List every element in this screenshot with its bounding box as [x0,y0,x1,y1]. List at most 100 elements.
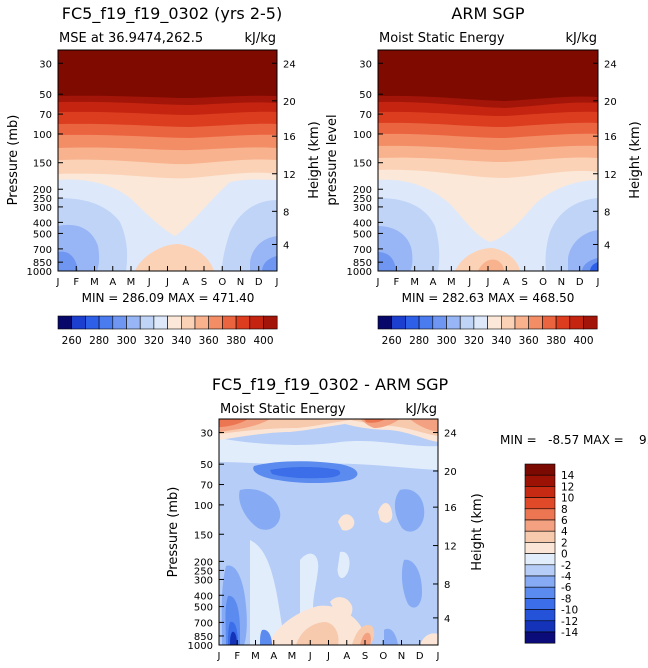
pressure-tick-label: 700 [353,245,372,256]
panel-model-title: FC5_f19_f19_0302 (yrs 2-5) [62,4,282,24]
colorbar-label: 300 [436,335,456,347]
month-tick-label: J [275,277,279,288]
panel-diff: FC5_f19_f19_0302 - ARM SGP Moist Static … [166,375,648,662]
month-tick-label: J [436,651,440,662]
pressure-tick-label: 250 [353,194,372,205]
month-tick-label: F [234,651,240,662]
colorbar-label: 360 [199,335,219,347]
height-tick-label: 24 [283,59,296,70]
pressure-tick-label: 50 [200,460,213,471]
colorbar-swatch [405,315,420,330]
colorbar-label: 400 [573,335,593,347]
height-tick-label: 16 [283,132,296,143]
colorbar-swatch [222,315,237,330]
colorbar-swatch [528,315,543,330]
colorbar-swatch [514,315,529,330]
height-tick-label: 12 [444,542,457,553]
colorbar-swatch [524,463,556,476]
colorbar-label: 14 [561,470,575,482]
colorbar-swatch [524,497,556,510]
colorbar-label: 340 [491,335,511,347]
panel-obs-stats: MIN = 282.63 MAX = 468.50 [402,291,575,305]
colorbar-swatch [524,519,556,532]
month-tick-label: A [503,277,510,288]
pressure-tick-label: 30 [359,59,372,70]
panel-obs-ylabel-right: Height (km) [628,121,643,198]
month-tick-label: M [251,651,260,662]
panel-model-stats: MIN = 286.09 MAX = 471.40 [82,291,255,305]
pressure-tick-label: 500 [353,229,372,240]
month-tick-label: M [447,277,456,288]
panel-model-subtitle: MSE at 36.9474,262.5 [59,31,203,46]
colorbar-label: 380 [226,335,246,347]
colorbar-swatch [524,598,556,610]
colorbar-swatch [500,315,516,330]
colorbar-label: 380 [546,335,566,347]
colorbar-swatch [377,315,392,330]
colorbar-label: 280 [89,335,109,347]
colorbar-swatch [263,315,278,330]
colorbar-label: 280 [409,335,429,347]
colorbar-swatch [524,530,556,543]
month-tick-label: J [56,277,60,288]
pressure-tick-label: 400 [194,591,213,602]
month-tick-label: A [343,651,350,662]
colorbar-swatch [487,315,502,330]
month-tick-label: J [326,651,330,662]
month-tick-label: M [127,277,136,288]
colorbar-label: 400 [253,335,273,347]
pressure-tick-label: 150 [194,530,213,541]
height-tick-label: 20 [444,467,457,478]
month-tick-label: A [430,277,437,288]
panel-obs: ARM SGP Moist Static Energy kJ/kg pressu [325,4,643,347]
colorbar-swatch [194,315,209,330]
colorbar-swatch [524,631,556,644]
month-tick-label: N [558,277,565,288]
colorbar-swatch [208,315,223,330]
panel-model-units: kJ/kg [244,31,276,46]
height-tick-label: 20 [283,97,296,108]
month-tick-label: S [521,277,527,288]
month-tick-label: J [596,277,600,288]
height-tick-label: 8 [444,580,450,591]
month-tick-label: J [165,277,169,288]
panel-diff-ylabel: Pressure (mb) [166,487,181,578]
height-tick-label: 4 [604,240,610,251]
month-tick-label: D [576,277,584,288]
month-tick-label: J [308,651,312,662]
colorbar-label: -2 [561,560,571,572]
pressure-tick-label: 250 [33,194,52,205]
pressure-tick-label: 400 [353,218,372,229]
height-tick-label: 24 [444,429,457,440]
colorbar-swatch [524,474,556,487]
colorbar-swatch [569,315,584,330]
panel-obs-subtitle: Moist Static Energy [379,31,505,46]
height-tick-label: 16 [444,503,457,514]
colorbar-swatch [542,315,557,330]
pressure-tick-label: 70 [359,110,372,121]
colorbar-label: 4 [561,526,568,538]
colorbar-label: 360 [519,335,539,347]
month-tick-label: J [147,277,151,288]
month-tick-label: F [73,277,79,288]
colorbar-swatch [139,315,155,330]
colorbar-swatch [418,315,434,330]
panel-diff-ylabel-right: Height (km) [470,493,485,570]
pressure-tick-label: 850 [194,632,213,643]
pressure-tick-label: 700 [33,245,52,256]
colorbar-label: 320 [464,335,484,347]
height-tick-label: 4 [283,240,289,251]
height-tick-label: 16 [604,132,617,143]
month-tick-label: A [270,651,277,662]
month-tick-label: N [237,277,244,288]
pressure-tick-label: 300 [194,575,213,586]
panel-model-ylabel-right: Height (km) [307,121,322,198]
month-tick-label: M [410,277,419,288]
month-tick-label: D [416,651,424,662]
colorbar-swatch [71,315,86,330]
colorbar-label: -4 [561,571,572,583]
